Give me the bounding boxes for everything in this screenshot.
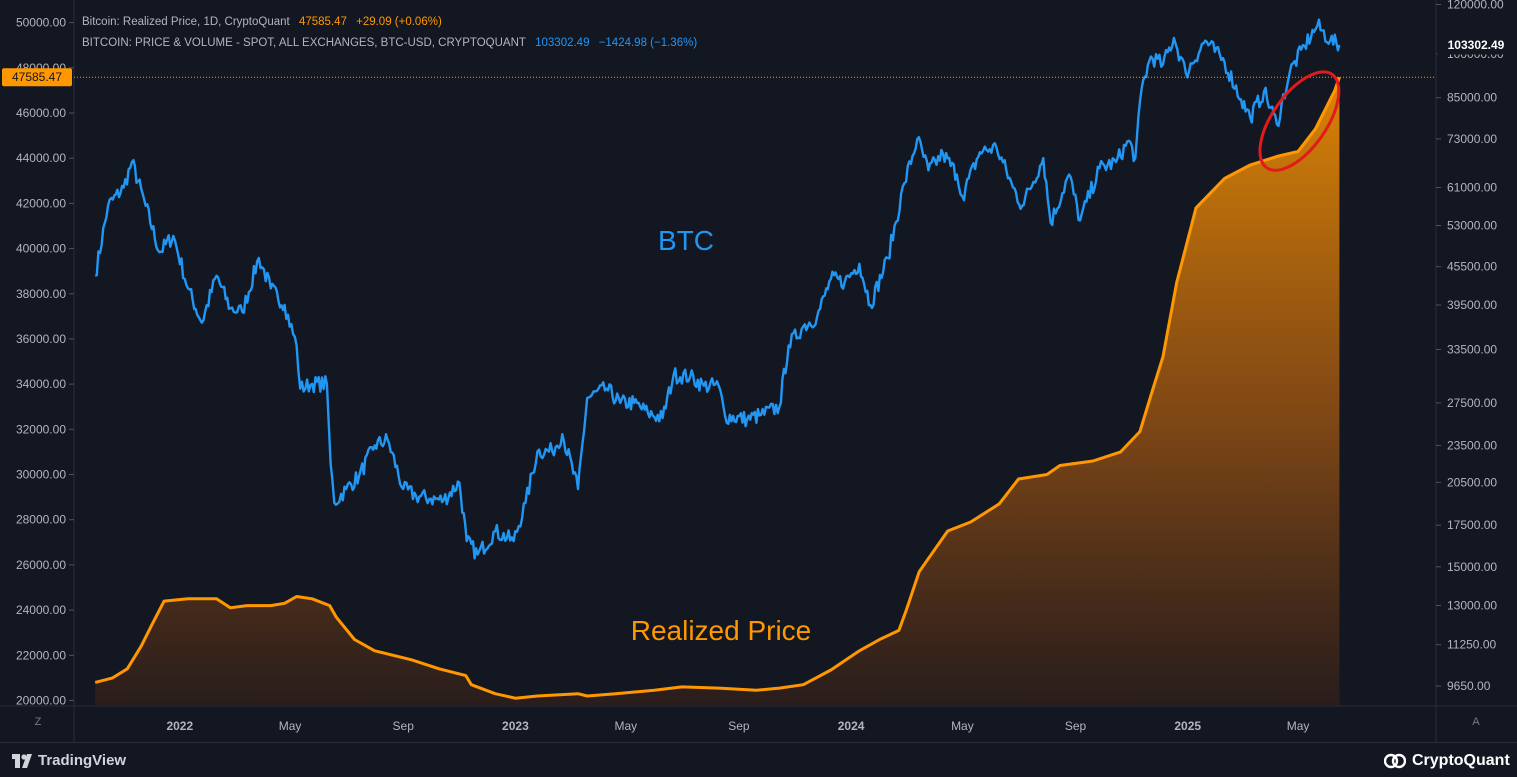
left-axis-tick-label: 46000.00 — [16, 106, 66, 120]
right-axis-tick-label: 120000.00 — [1447, 0, 1504, 12]
left-axis-tick-label: 28000.00 — [16, 513, 66, 527]
legend-btc-change: −1424.98 (−1.36%) — [598, 37, 698, 49]
left-axis-tick-label: 44000.00 — [16, 151, 66, 165]
right-axis-ticks: 9650.00 11250.00 13000.00 15000.00 17500.00 2… — [1436, 0, 1504, 693]
time-axis-tick-label: 2024 — [838, 719, 865, 733]
left-axis-tick-label: 24000.00 — [16, 603, 66, 617]
legend-btc-name: BITCOIN: PRICE & VOLUME - SPOT, ALL EXCH… — [82, 37, 526, 49]
right-axis-tick-label: 13000.00 — [1447, 599, 1497, 613]
legend-btc[interactable]: BITCOIN: PRICE & VOLUME - SPOT, ALL EXCH… — [82, 37, 703, 49]
left-axis-tick-label: 32000.00 — [16, 422, 66, 436]
right-axis-tick-label: 11250.00 — [1447, 638, 1496, 652]
time-axis-tick-label: Sep — [1065, 719, 1087, 733]
time-axis-tick-label: May — [951, 719, 974, 733]
time-axis-tick-label: 2025 — [1174, 719, 1201, 733]
cryptoquant-brand[interactable]: CryptoQuant — [1384, 752, 1510, 770]
right-axis-tick-label: 85000.00 — [1447, 91, 1497, 105]
right-axis-tick-label: 9650.00 — [1447, 679, 1491, 693]
left-current-marker-label: 47585.47 — [12, 70, 62, 84]
right-axis-tick-label: 15000.00 — [1447, 560, 1497, 574]
time-axis-ticks: 2022 May Sep 2023 May Sep 2024 May Sep 2025 May — [166, 719, 1309, 733]
left-current-marker-bg — [2, 68, 72, 87]
left-axis-tick-label: 34000.00 — [16, 377, 66, 391]
right-axis-tick-label: 45500.00 — [1447, 260, 1497, 274]
cryptoquant-logo-icon — [1384, 753, 1406, 769]
legend-rp-value: 47585.47 — [298, 16, 347, 28]
realized-price-area — [95, 77, 1340, 705]
tradingview-brand[interactable]: TradingView — [12, 752, 126, 769]
time-axis-tick-label: May — [614, 719, 637, 733]
left-axis-tick-label: 20000.00 — [16, 694, 66, 708]
right-axis-tick-label: 61000.00 — [1447, 181, 1497, 195]
left-axis-ticks: 20000.00 22000.00 24000.00 26000.00 28000.00… — [16, 16, 74, 708]
left-axis-tick-label: 50000.00 — [16, 16, 66, 30]
btc-line-layer — [94, 18, 1341, 560]
left-axis-tick-label: 36000.00 — [16, 332, 66, 346]
chart-svg[interactable]: 20000.00 22000.00 24000.00 26000.00 28000.00… — [0, 0, 1517, 742]
legend-btc-value: 103302.49 — [535, 37, 590, 49]
realized-price-annotation: Realized Price — [631, 615, 812, 646]
tradingview-logo-icon — [12, 753, 32, 768]
legend-rp-name: Bitcoin: Realized Price, 1D, CryptoQuant — [82, 16, 290, 28]
right-axis-tick-label: 53000.00 — [1447, 219, 1497, 233]
right-current-marker-label: 103302.49 — [1448, 38, 1505, 52]
right-axis-tick-label: 33500.00 — [1447, 343, 1497, 357]
time-axis-tick-label: Sep — [728, 719, 750, 733]
time-axis-tick-label: Sep — [393, 719, 415, 733]
time-axis-tick-label: 2023 — [502, 719, 529, 733]
left-axis-tick-label: 26000.00 — [16, 558, 66, 572]
cryptoquant-label: CryptoQuant — [1412, 752, 1510, 769]
right-axis-tick-label: 20500.00 — [1447, 475, 1497, 489]
time-axis-tick-label: 2022 — [166, 719, 193, 733]
left-axis-tick-label: 40000.00 — [16, 242, 66, 256]
realized-price-line — [94, 76, 1341, 700]
price-markers: 47585.47 103302.49 — [2, 35, 1516, 87]
right-axis-tick-label: 23500.00 — [1447, 438, 1497, 452]
right-axis-tick-label: 73000.00 — [1447, 132, 1497, 146]
left-axis-tick-label: 42000.00 — [16, 196, 66, 210]
footer-bar: TradingView CryptoQuant — [0, 742, 1517, 777]
tradingview-label: TradingView — [38, 752, 127, 769]
realized-line-layer — [94, 76, 1341, 700]
right-scale-button[interactable]: A — [1472, 716, 1480, 728]
left-axis-tick-label: 30000.00 — [16, 468, 66, 482]
left-axis-tick-label: 38000.00 — [16, 287, 66, 301]
btc-annotation: BTC — [658, 225, 714, 256]
legend-rp-change: +29.09 (+0.06%) — [356, 16, 442, 28]
left-scale-button[interactable]: Z — [34, 716, 42, 728]
right-axis-tick-label: 39500.00 — [1447, 298, 1497, 312]
highlight-circle — [1258, 70, 1341, 172]
time-axis-tick-label: May — [1287, 719, 1310, 733]
right-axis-tick-label: 27500.00 — [1447, 396, 1497, 410]
realized-area-layer — [95, 77, 1340, 705]
right-current-marker-bg — [1436, 35, 1516, 55]
btc-price-line — [94, 18, 1341, 560]
right-axis-tick-label: 17500.00 — [1447, 518, 1497, 532]
left-axis-tick-label: 22000.00 — [16, 648, 66, 662]
time-axis-tick-label: May — [279, 719, 302, 733]
legend-realized-price[interactable]: Bitcoin: Realized Price, 1D, CryptoQuant… — [82, 16, 448, 28]
